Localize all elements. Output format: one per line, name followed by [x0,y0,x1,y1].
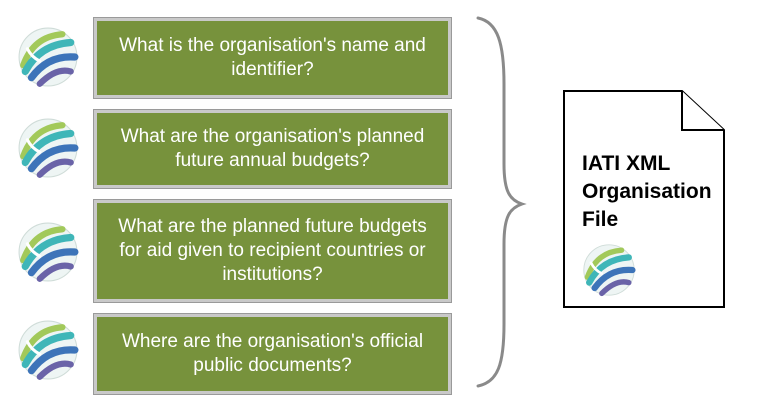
question-box-annual-budgets: What are the organisation's planned futu… [94,110,451,188]
iati-globe-logo-icon [18,118,79,178]
question-text: Where are the organisation's official pu… [121,331,424,376]
iati-globe-logo-icon [18,320,79,380]
question-text: What are the organisation's planned futu… [120,126,425,171]
question-box-name-identifier: What is the organisation's name and iden… [94,18,451,98]
question-text: What is the organisation's name and iden… [119,35,426,80]
iati-globe-logo-icon [583,244,636,297]
curly-brace-icon [476,16,527,388]
question-text: What are the planned future budgets for … [118,216,427,285]
question-box-recipient-budgets: What are the planned future budgets for … [94,200,451,302]
iati-globe-logo-icon [18,27,79,87]
question-box-public-documents: Where are the organisation's official pu… [94,314,451,394]
iati-globe-logo-icon [18,222,79,282]
file-title: IATI XML Organisation File [582,152,712,231]
